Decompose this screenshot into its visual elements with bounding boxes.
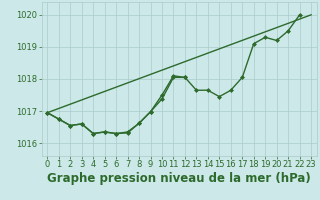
X-axis label: Graphe pression niveau de la mer (hPa): Graphe pression niveau de la mer (hPa) bbox=[47, 172, 311, 185]
